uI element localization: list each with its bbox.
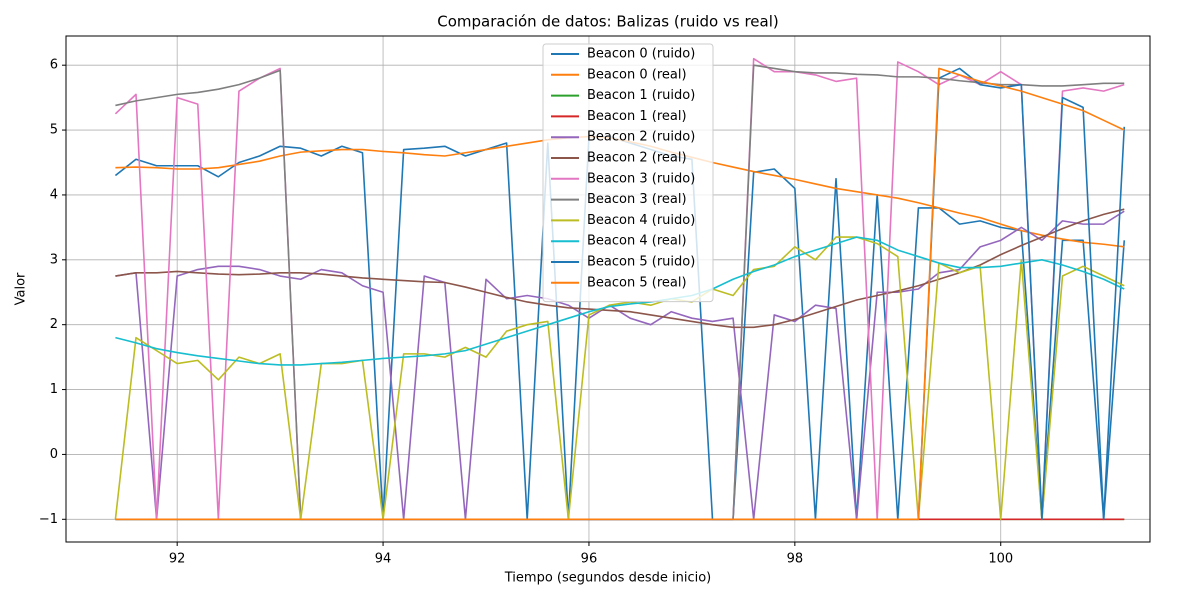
y-tick-label: 4 — [50, 187, 58, 202]
legend-label: Beacon 0 (ruido) — [587, 47, 695, 62]
y-tick-label: 0 — [50, 447, 58, 462]
y-tick-label: −1 — [39, 512, 58, 527]
y-tick-label: 2 — [50, 317, 58, 332]
series-line — [115, 236, 1125, 366]
legend-label: Beacon 4 (ruido) — [587, 213, 695, 228]
x-axis-label: Tiempo (segundos desde inicio) — [504, 571, 712, 586]
legend-label: Beacon 1 (real) — [587, 109, 687, 124]
y-axis-label: Valor — [14, 272, 29, 305]
series-line — [115, 67, 1125, 521]
y-tick-label: 3 — [50, 252, 58, 267]
x-tick-label: 94 — [375, 552, 392, 567]
legend-label: Beacon 2 (ruido) — [587, 130, 695, 145]
y-tick-label: 5 — [50, 123, 58, 138]
y-tick-label: 6 — [50, 58, 58, 73]
legend-label: Beacon 3 (real) — [587, 192, 687, 207]
legend-label: Beacon 2 (real) — [587, 151, 687, 166]
series-line — [115, 208, 1125, 329]
legend-label: Beacon 5 (ruido) — [587, 255, 695, 270]
legend-box — [542, 43, 714, 303]
x-tick-label: 98 — [787, 552, 804, 567]
chart-title: Comparación de datos: Balizas (ruido vs … — [437, 13, 779, 31]
x-tick-label: 100 — [988, 552, 1013, 567]
x-tick-label: 96 — [581, 552, 598, 567]
legend-label: Beacon 5 (real) — [587, 275, 687, 290]
legend-label: Beacon 3 (ruido) — [587, 171, 695, 186]
plot-frame — [65, 35, 1151, 543]
series-line — [114, 236, 1125, 521]
x-tick-label: 92 — [169, 552, 186, 567]
legend-label: Beacon 0 (real) — [587, 67, 687, 82]
legend-label: Beacon 1 (ruido) — [587, 88, 695, 103]
legend-label: Beacon 4 (real) — [587, 234, 687, 249]
y-tick-label: 1 — [50, 382, 58, 397]
